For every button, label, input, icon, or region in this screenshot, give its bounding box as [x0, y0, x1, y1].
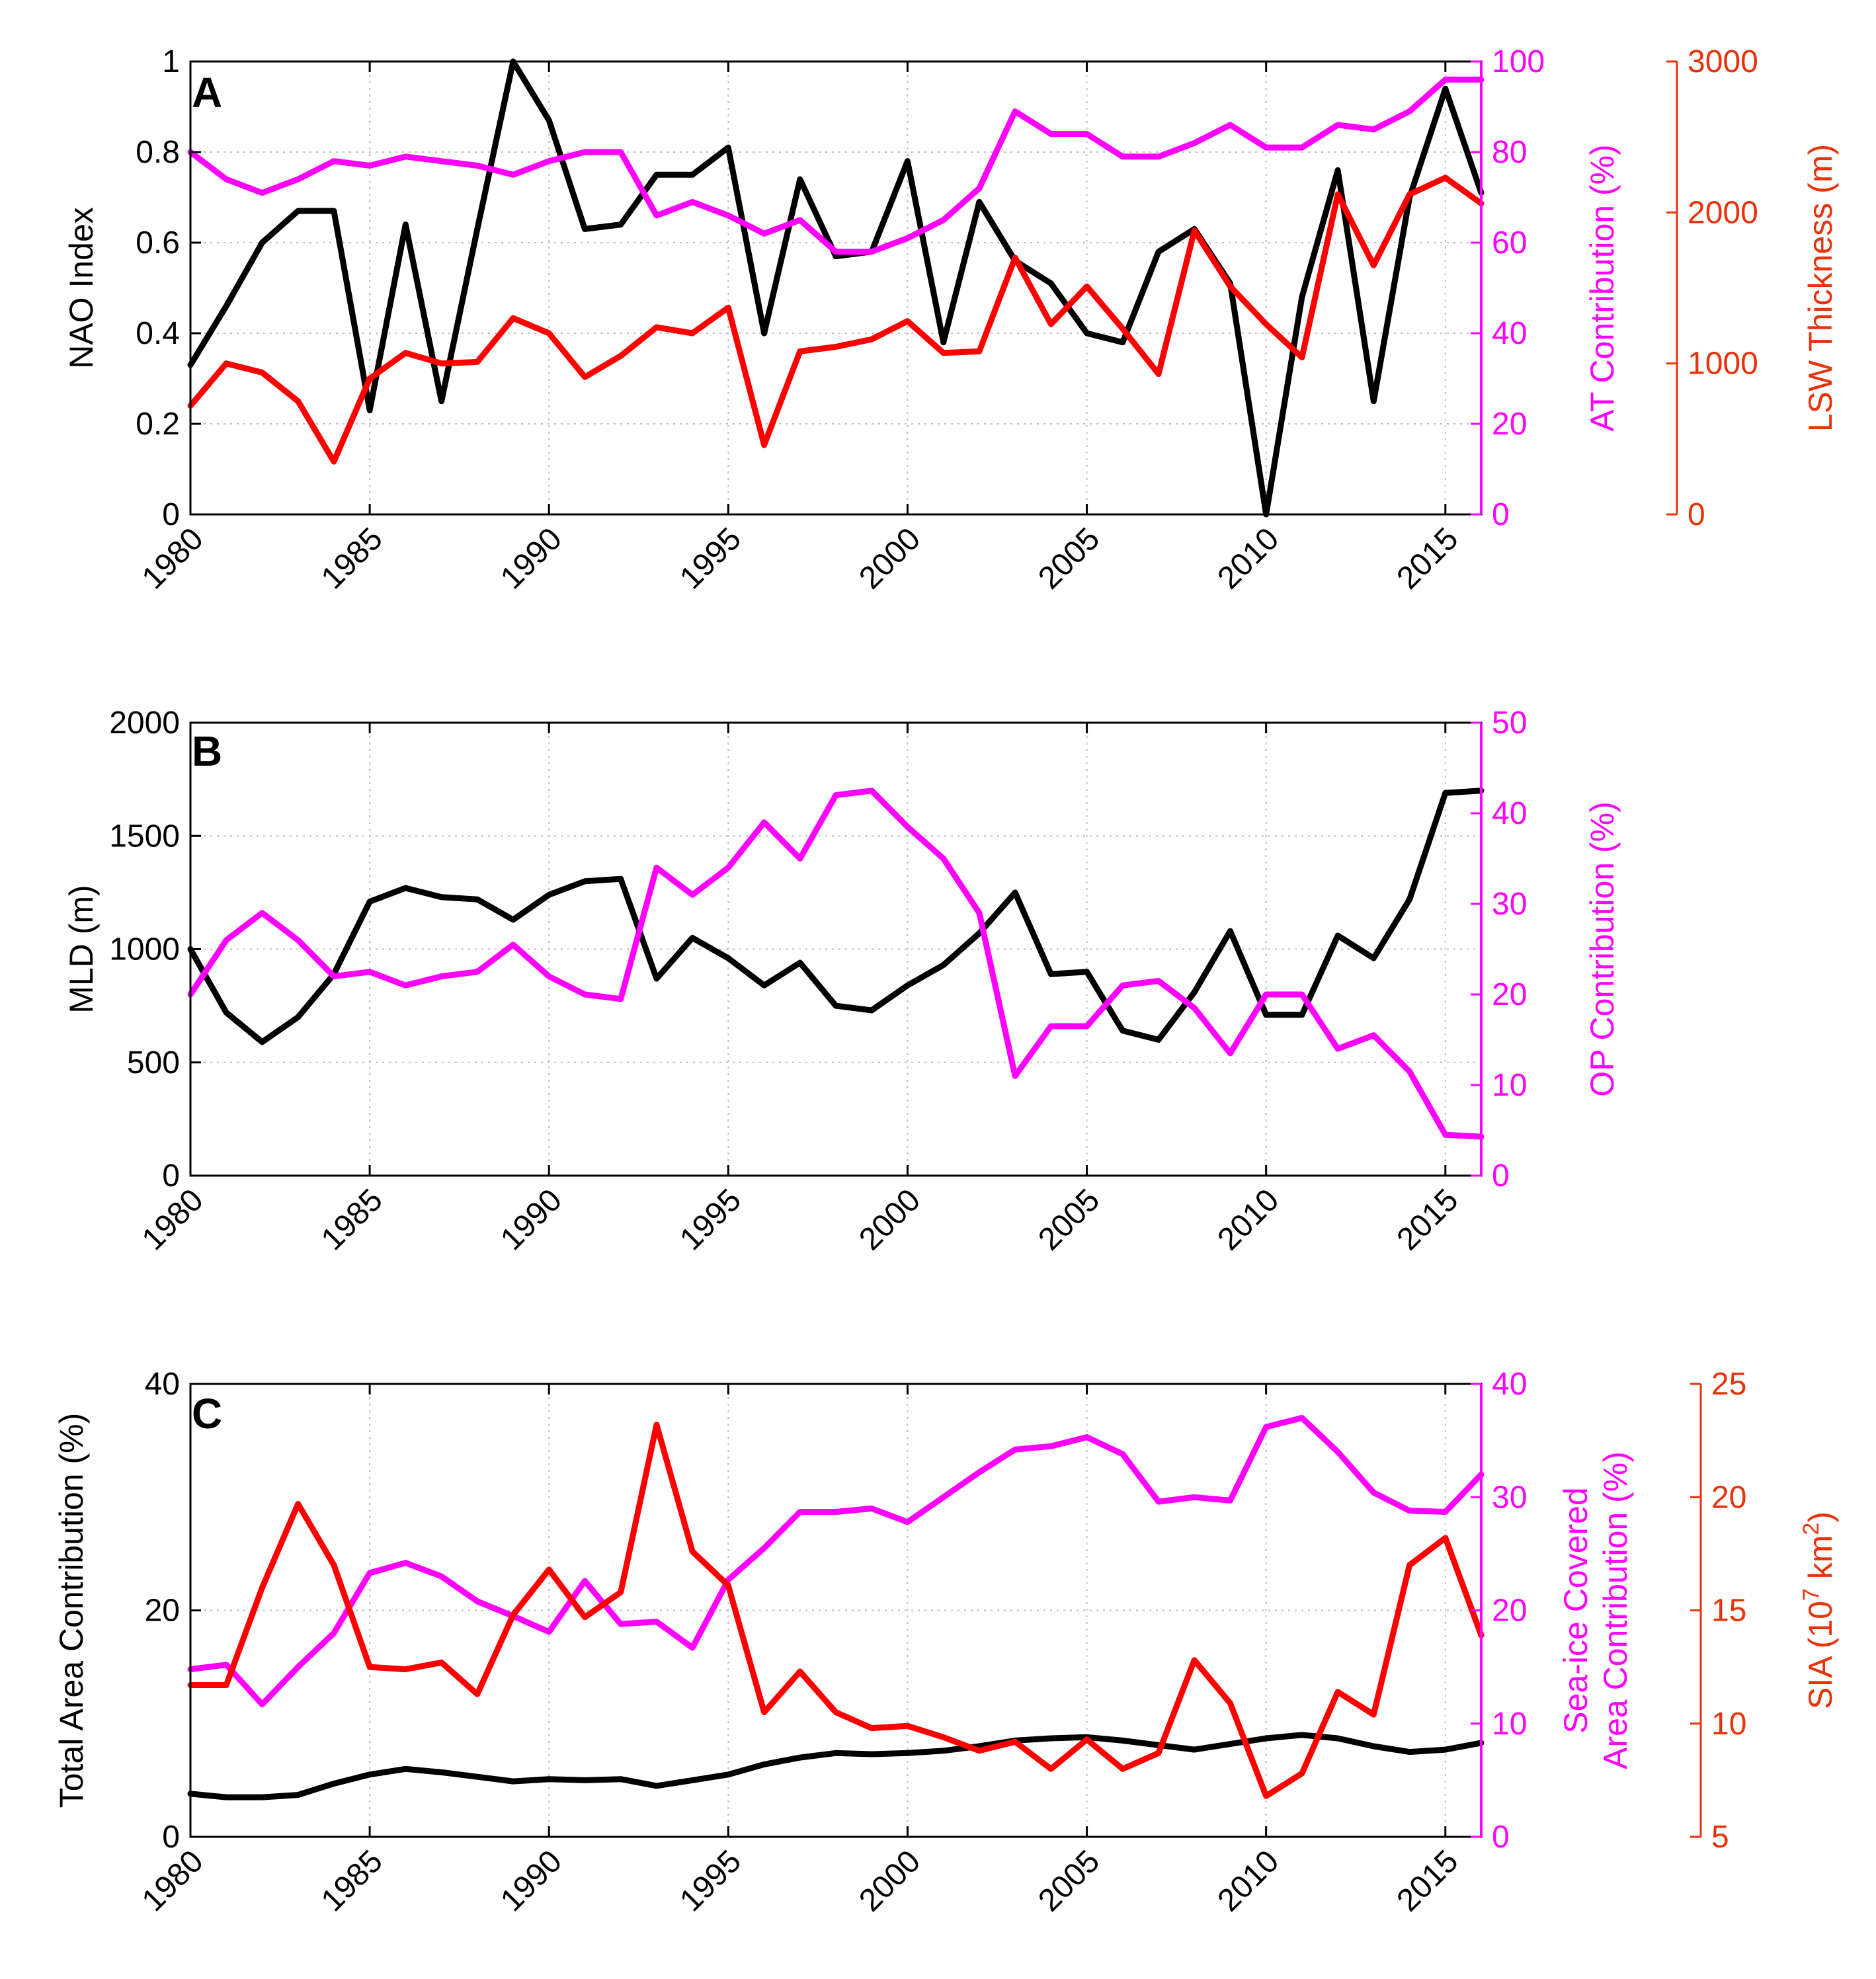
left-tick-label: 0.2 [136, 407, 180, 442]
outer-tick-label: 5 [1711, 1820, 1729, 1855]
panel-b-letter: B [192, 727, 222, 775]
right-tick-label: 60 [1492, 225, 1527, 261]
outer-axis-label: LSW Thickness (m) [1802, 144, 1839, 432]
right-tick-label: 40 [1492, 1367, 1527, 1402]
panel-a-series-2-line [187, 175, 1485, 465]
right-axis-label: OP Contribution (%) [1584, 801, 1621, 1096]
panel-a-letter: A [192, 69, 222, 116]
outer-tick-label: 3000 [1688, 44, 1758, 79]
panel-c-letter: C [192, 1390, 222, 1437]
left-tick-label: 500 [127, 1045, 180, 1080]
left-tick-label: 0.6 [136, 225, 180, 261]
right-tick-label: 30 [1492, 1480, 1527, 1515]
panel-b-series [187, 788, 1485, 1140]
outer-axis-label: SIA (107 km2) [1799, 1512, 1839, 1709]
panel-b-grid [190, 723, 1481, 1176]
outer-tick-label: 2000 [1688, 195, 1758, 230]
panel-c-series-2-line [187, 1422, 1485, 1799]
left-tick-label: 0.8 [136, 135, 180, 170]
panel-c-series-0-line [187, 1732, 1485, 1800]
left-tick-label: 20 [145, 1594, 180, 1629]
panel-c-series [187, 1414, 1485, 1800]
right-axis-label: Area Contribution (%) [1597, 1451, 1634, 1769]
left-tick-label: 1500 [109, 819, 180, 854]
right-tick-label: 20 [1492, 1594, 1527, 1629]
right-tick-label: 0 [1492, 1820, 1510, 1855]
left-tick-label: 0 [162, 1820, 180, 1855]
right-tick-label: 0 [1492, 497, 1510, 532]
right-axis-label: Sea-ice Covered [1557, 1487, 1594, 1733]
outer-tick-label: 0 [1688, 497, 1705, 532]
outer-tick-label: 20 [1711, 1480, 1746, 1515]
right-tick-label: 20 [1492, 977, 1527, 1012]
right-tick-label: 0 [1492, 1158, 1510, 1193]
left-tick-label: 1000 [109, 932, 180, 967]
left-axis-label: MLD (m) [63, 885, 100, 1013]
right-axis-label: AT Contribution (%) [1584, 144, 1621, 431]
panel-b-series-1-line [187, 788, 1485, 1140]
right-tick-label: 30 [1492, 887, 1527, 922]
right-tick-label: 100 [1492, 44, 1545, 79]
left-axis-label: NAO Index [63, 207, 100, 369]
left-tick-label: 0 [162, 1158, 180, 1193]
right-tick-label: 80 [1492, 135, 1527, 170]
left-tick-label: 2000 [109, 706, 180, 741]
panel-c-series-1-line [187, 1414, 1485, 1708]
right-tick-label: 20 [1492, 407, 1527, 442]
left-tick-label: 1 [162, 44, 180, 79]
panel-a-series-1-line [187, 76, 1485, 255]
left-tick-label: 0 [162, 497, 180, 532]
right-tick-label: 40 [1492, 796, 1527, 831]
panel-c-grid [190, 1384, 1481, 1837]
outer-tick-label: 1000 [1688, 346, 1758, 382]
right-tick-label: 40 [1492, 316, 1527, 351]
outer-tick-label: 15 [1711, 1594, 1746, 1629]
outer-tick-label: 25 [1711, 1367, 1746, 1402]
left-tick-label: 40 [145, 1367, 180, 1402]
left-axis-label: Total Area Contribution (%) [53, 1413, 90, 1808]
right-tick-label: 10 [1492, 1068, 1527, 1103]
left-tick-label: 0.4 [136, 316, 180, 351]
panel-b-series-0-line [187, 788, 1485, 1045]
outer-tick-label: 10 [1711, 1707, 1746, 1742]
right-tick-label: 50 [1492, 706, 1527, 741]
right-tick-label: 10 [1492, 1707, 1527, 1742]
